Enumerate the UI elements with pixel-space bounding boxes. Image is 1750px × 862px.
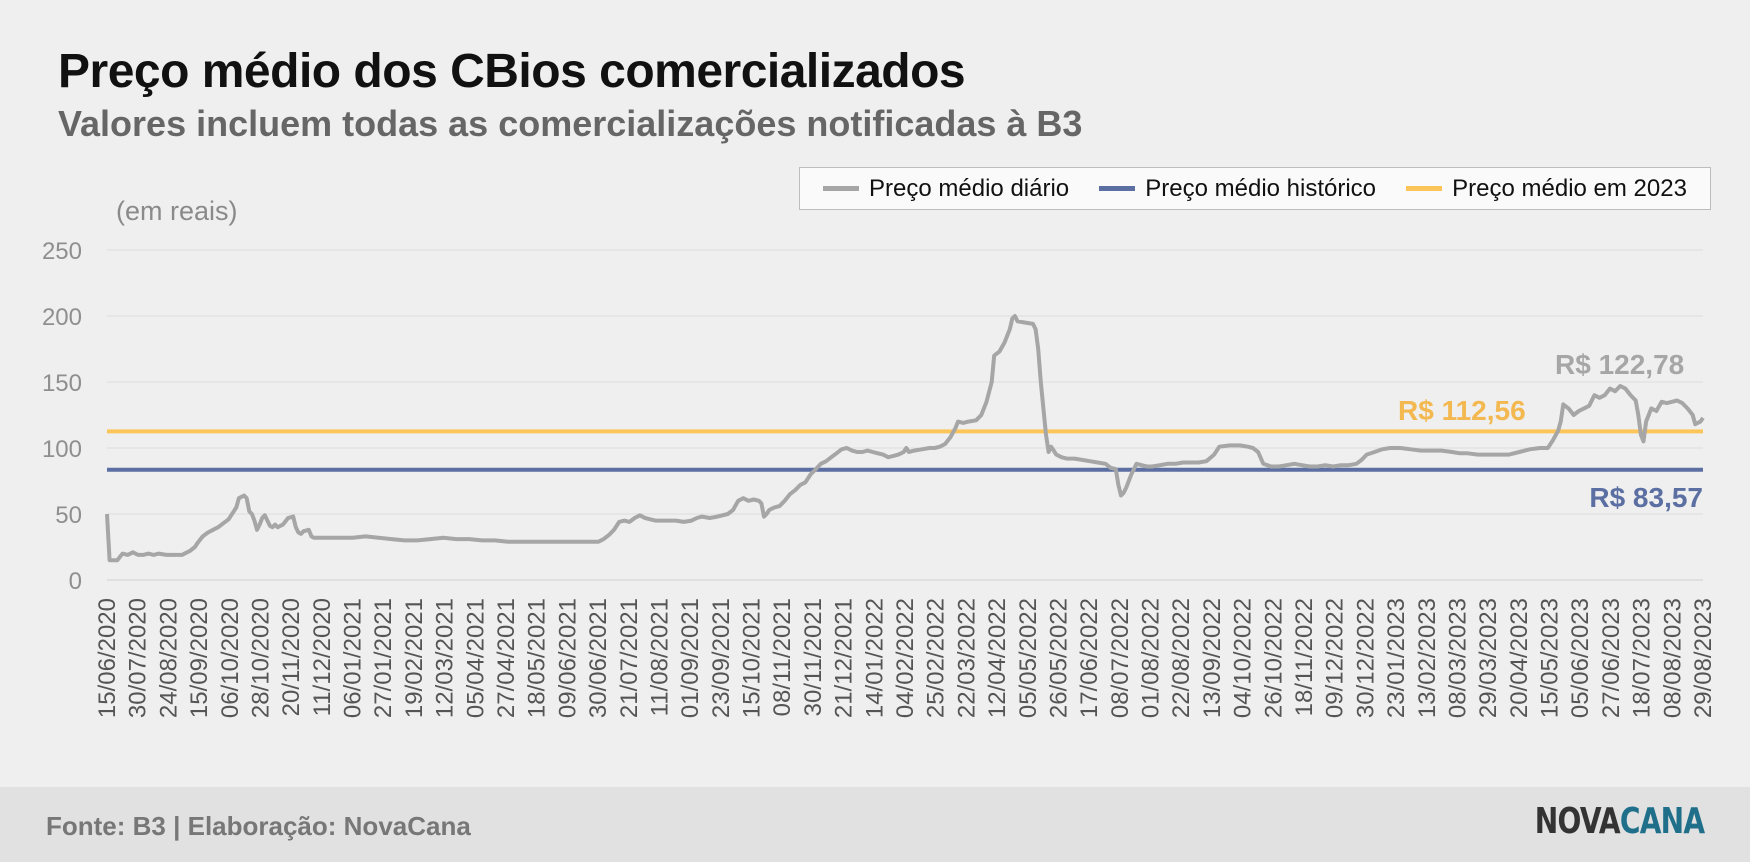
x-tick-label: 30/06/2021 [585, 598, 612, 718]
legend-label-daily: Preço médio diário [869, 174, 1070, 202]
x-tick-label: 06/10/2020 [217, 598, 244, 718]
x-tick-label: 08/08/2023 [1659, 598, 1686, 718]
x-tick-label: 15/09/2020 [186, 598, 213, 718]
legend-swatch-historic [1099, 186, 1136, 191]
x-tick-label: 17/06/2022 [1076, 598, 1103, 718]
x-tick-label: 29/08/2023 [1690, 598, 1717, 718]
x-tick-label: 18/07/2023 [1629, 598, 1656, 718]
chart-legend: Preço médio diário Preço médio histórico… [799, 167, 1711, 210]
x-tick-label: 25/02/2022 [923, 598, 950, 718]
x-tick-label: 09/12/2022 [1322, 598, 1349, 718]
annotation-2023-average: R$ 112,56 [1398, 395, 1526, 426]
x-tick-label: 30/12/2022 [1352, 598, 1379, 718]
x-tick-label: 30/07/2020 [125, 598, 152, 718]
x-tick-label: 26/10/2022 [1260, 598, 1287, 718]
x-tick-label: 22/08/2022 [1168, 598, 1195, 718]
legend-item-2023: Preço médio em 2023 [1406, 175, 1687, 203]
legend-swatch-daily [823, 186, 860, 191]
y-tick-label-100: 100 [42, 436, 82, 463]
logo-text-cana: CANA [1619, 801, 1705, 842]
price-line-chart: 0 50 100 150 200 250 15/06/2020 30/07/2020 24/08… [42, 238, 1717, 718]
x-tick-label: 05/05/2022 [1015, 598, 1042, 718]
x-tick-label: 22/03/2022 [953, 598, 980, 718]
legend-label-2023: Preço médio em 2023 [1452, 174, 1687, 202]
x-tick-label: 11/08/2021 [646, 598, 673, 716]
x-tick-label: 21/07/2021 [616, 598, 643, 718]
x-tick-label: 20/11/2020 [278, 598, 305, 716]
x-tick-label: 06/01/2021 [340, 598, 367, 718]
x-tick-label: 27/04/2021 [493, 598, 520, 718]
x-tick-label: 09/06/2021 [554, 598, 581, 718]
footer-bar: Fonte: B3 | Elaboração: NovaCana NOVACAN… [0, 787, 1750, 862]
x-tick-label: 14/01/2022 [861, 598, 888, 718]
x-tick-label: 29/03/2023 [1475, 598, 1502, 718]
y-tick-label-250: 250 [42, 238, 82, 265]
x-tick-label: 18/11/2022 [1291, 598, 1318, 716]
x-tick-label: 26/05/2022 [1045, 598, 1072, 718]
x-tick-label: 15/06/2020 [94, 598, 121, 718]
x-tick-label: 12/03/2021 [432, 598, 459, 718]
y-tick-label-0: 0 [69, 568, 82, 595]
x-tick-label: 27/01/2021 [370, 598, 397, 718]
source-credit: Fonte: B3 | Elaboração: NovaCana [46, 811, 471, 841]
x-tick-label: 23/09/2021 [708, 598, 735, 718]
y-tick-label-150: 150 [42, 370, 82, 397]
y-tick-label-50: 50 [55, 502, 82, 529]
legend-item-daily: Preço médio diário [823, 175, 1069, 203]
x-tick-label: 19/02/2021 [401, 598, 428, 718]
x-tick-label: 20/04/2023 [1506, 598, 1533, 718]
annotation-historic-average: R$ 83,57 [1589, 482, 1703, 513]
x-tick-label: 27/06/2023 [1598, 598, 1625, 718]
x-tick-label: 05/04/2021 [462, 598, 489, 718]
daily-price-line [105, 314, 1705, 563]
x-tick-label: 01/08/2022 [1138, 598, 1165, 718]
unit-label: (em reais) [116, 196, 238, 226]
x-tick-label: 15/05/2023 [1537, 598, 1564, 718]
x-tick-label: 11/12/2020 [309, 598, 336, 716]
x-tick-label: 12/04/2022 [984, 598, 1011, 718]
x-tick-label: 08/11/2021 [769, 598, 796, 716]
x-tick-label: 04/02/2022 [892, 598, 919, 718]
x-tick-label: 13/09/2022 [1199, 598, 1226, 718]
x-tick-label: 08/07/2022 [1107, 598, 1134, 718]
legend-label-historic: Preço médio histórico [1145, 174, 1377, 202]
x-tick-label: 28/10/2020 [247, 598, 274, 718]
logo-text-nova: NOVA [1534, 801, 1620, 842]
legend-item-historic: Preço médio histórico [1099, 175, 1376, 203]
legend-swatch-2023 [1406, 186, 1443, 191]
chart-subtitle: Valores incluem todas as comercializaçõe… [58, 103, 1083, 144]
x-tick-label: 01/09/2021 [677, 598, 704, 718]
x-tick-label: 30/11/2021 [800, 598, 827, 716]
annotation-last-price: R$ 122,78 [1555, 349, 1684, 380]
x-tick-label: 13/02/2023 [1414, 598, 1441, 718]
x-tick-label: 18/05/2021 [524, 598, 551, 718]
x-tick-label: 08/03/2023 [1444, 598, 1471, 718]
chart-title: Preço médio dos CBios comercializados [58, 45, 966, 98]
x-tick-label: 24/08/2020 [155, 598, 182, 718]
x-tick-label: 04/10/2022 [1230, 598, 1257, 718]
x-tick-label: 23/01/2023 [1383, 598, 1410, 718]
y-tick-label-200: 200 [42, 304, 82, 331]
x-tick-label: 21/12/2021 [831, 598, 858, 718]
x-tick-label: 05/06/2023 [1567, 598, 1594, 718]
novacana-logo: NOVACANA [1534, 801, 1704, 842]
x-tick-label: 15/10/2021 [739, 598, 766, 718]
